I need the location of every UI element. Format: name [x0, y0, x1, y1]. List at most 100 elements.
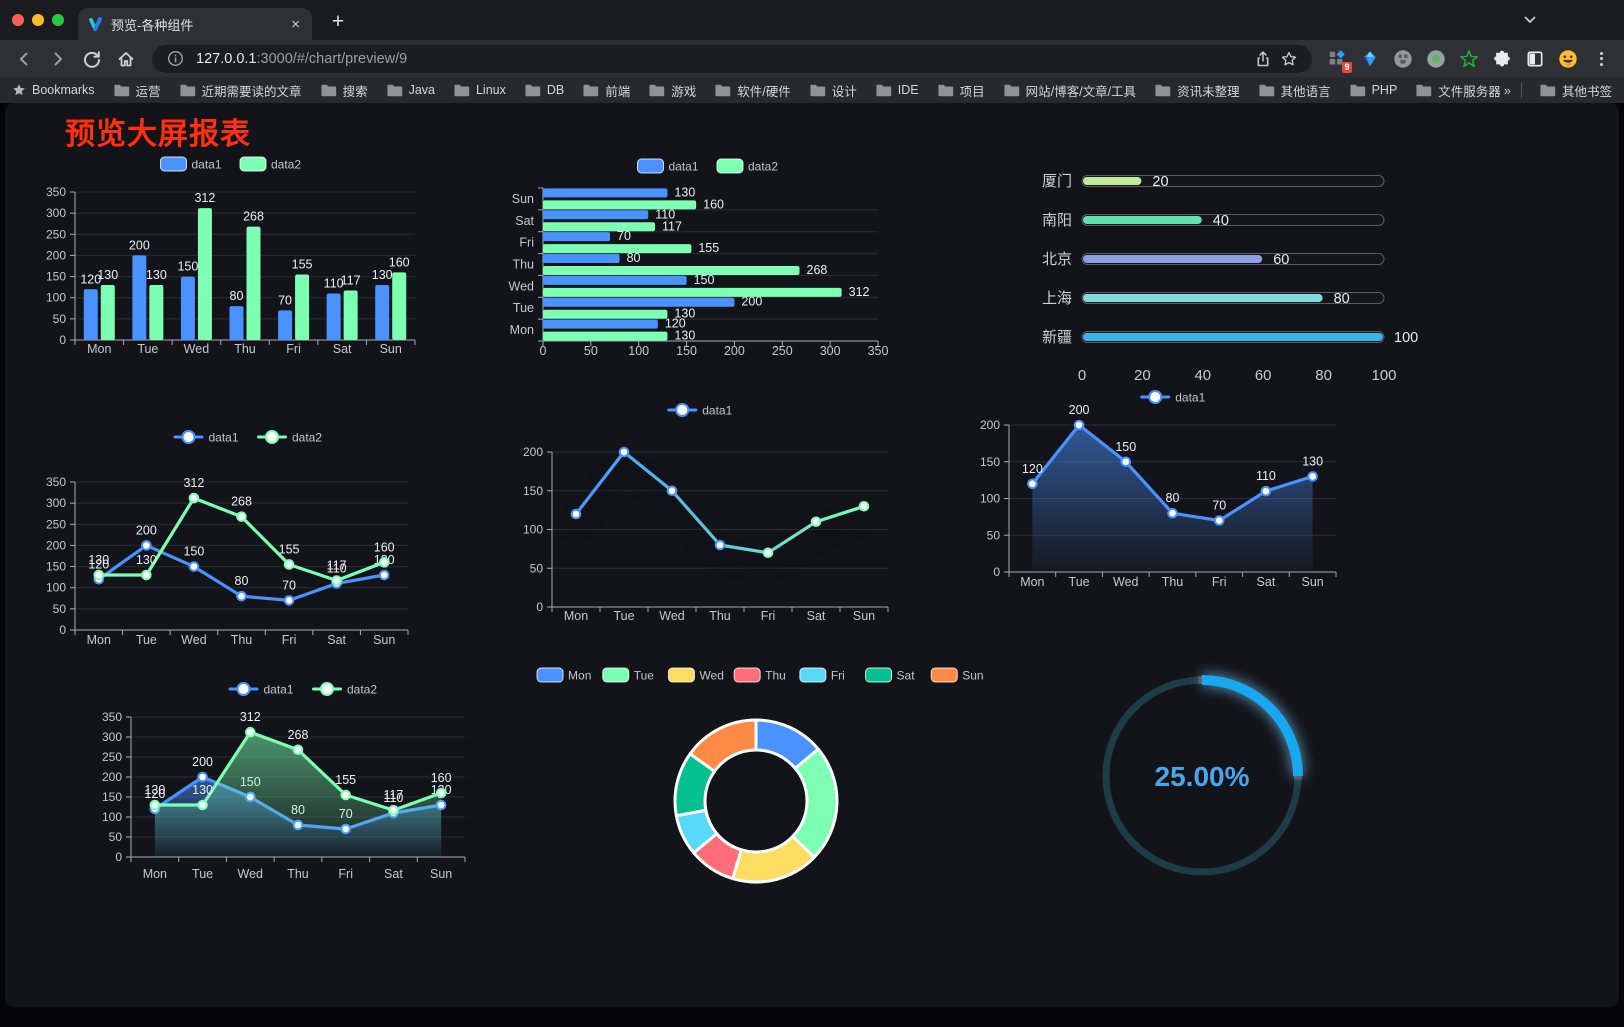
- folder-icon: [876, 84, 891, 96]
- svg-text:130: 130: [146, 268, 167, 282]
- bookmark-folder[interactable]: IDE: [876, 83, 919, 97]
- legend-item[interactable]: Sun: [930, 667, 984, 683]
- minimize-window-button[interactable]: [32, 14, 44, 26]
- legend-item[interactable]: Sat: [865, 667, 916, 683]
- reload-button[interactable]: [78, 45, 106, 73]
- legend-item[interactable]: Fri: [799, 667, 845, 683]
- legend-item[interactable]: data1: [1140, 390, 1206, 405]
- line-gradient-chart[interactable]: data1 0 50 100 150 200 Mon Tue Wed Thu Fri Sat Sun: [523, 403, 889, 624]
- svg-text:Mon: Mon: [568, 669, 591, 683]
- svg-text:40: 40: [1213, 213, 1229, 229]
- svg-text:Fri: Fri: [286, 342, 301, 356]
- legend-item[interactable]: data2: [716, 158, 778, 174]
- bar-grouped-chart[interactable]: data1 data2 0 50 100 150 200 250 300 350 Mon Tue Wed…: [46, 156, 416, 356]
- share-icon[interactable]: [1250, 46, 1276, 72]
- svg-text:312: 312: [240, 710, 261, 724]
- svg-text:Tue: Tue: [1069, 575, 1090, 589]
- bookmark-folder[interactable]: 近期需要读的文章: [179, 81, 302, 100]
- ext-grid-badge-icon[interactable]: 9: [1324, 46, 1352, 73]
- back-button[interactable]: [10, 45, 38, 73]
- tab-title: 预览-各种组件: [111, 17, 194, 33]
- legend-item[interactable]: data1: [228, 682, 294, 697]
- bookmarks-manager-item[interactable]: Bookmarks: [12, 83, 95, 97]
- svg-text:80: 80: [230, 289, 244, 303]
- bookmark-folder[interactable]: 文件服务器: [1416, 81, 1501, 100]
- svg-text:350: 350: [868, 344, 889, 358]
- svg-text:160: 160: [389, 255, 410, 269]
- legend-item[interactable]: data1: [160, 156, 222, 172]
- chevron-down-icon[interactable]: [1522, 12, 1538, 28]
- svg-text:Sat: Sat: [897, 669, 916, 683]
- bookmark-folder[interactable]: 游戏: [649, 81, 696, 100]
- area-two-series-chart[interactable]: data1 data2 0 50 100 150 200 250 300 350 Mon Tue Wed…: [102, 682, 466, 882]
- legend-item[interactable]: Mon: [536, 667, 591, 683]
- bookmark-folder[interactable]: 网站/博客/文章/工具: [1004, 81, 1136, 100]
- svg-text:Thu: Thu: [234, 342, 256, 356]
- zoom-window-button[interactable]: [52, 14, 64, 26]
- svg-text:150: 150: [46, 270, 66, 284]
- bookmark-folder[interactable]: DB: [525, 83, 564, 97]
- legend-item[interactable]: data2: [239, 156, 301, 172]
- bookmark-folder[interactable]: 运营: [113, 81, 161, 100]
- progress-chart[interactable]: 厦门 20 南阳 40 北京 60 上海 80 新疆 100 0 20 40 60 80 100: [1042, 173, 1418, 384]
- ext-gem-icon[interactable]: [1357, 46, 1383, 72]
- legend-item[interactable]: data2: [257, 430, 322, 445]
- new-tab-button[interactable]: +: [331, 10, 345, 33]
- menu-dots-icon[interactable]: [1588, 46, 1614, 72]
- donut-chart[interactable]: Mon Tue Wed Thu Fri Sat Sun: [536, 667, 984, 884]
- ext-record-dot-icon[interactable]: [1423, 46, 1449, 72]
- legend-item[interactable]: data1: [173, 430, 239, 445]
- legend-item[interactable]: Thu: [733, 667, 786, 683]
- bookmark-folder[interactable]: 资讯未整理: [1155, 81, 1240, 100]
- ext-monkey-icon[interactable]: [1390, 46, 1416, 72]
- bar-horizontal-chart[interactable]: data1 data2 0 50 100 150 200 250 300 350 Sun Sat Fri…: [509, 158, 889, 358]
- extensions-puzzle-icon[interactable]: [1489, 46, 1515, 72]
- svg-text:130: 130: [192, 783, 213, 797]
- area-single-chart[interactable]: data1 0 50 100 150 200 Mon Tue Wed Thu Fri Sat Sun 12…: [980, 390, 1337, 590]
- bookmark-folder[interactable]: 软件/硬件: [715, 81, 791, 100]
- site-info-icon[interactable]: [162, 46, 188, 72]
- svg-text:Sun: Sun: [962, 669, 983, 683]
- legend-item[interactable]: data2: [312, 682, 377, 697]
- line-two-series-chart[interactable]: data1 data2 0 50 100 150 200 250 300 350 Mon Tue Wed…: [46, 430, 409, 648]
- legend-item[interactable]: Wed: [667, 667, 724, 683]
- bookmark-folder[interactable]: Linux: [454, 83, 506, 97]
- bookmarks-overflow-chevron[interactable]: »: [1503, 82, 1511, 98]
- svg-text:130: 130: [97, 268, 118, 282]
- bookmark-folder[interactable]: PHP: [1350, 83, 1397, 97]
- ext-green-star-icon[interactable]: [1456, 46, 1482, 72]
- gauge-chart[interactable]: 25.00%: [1102, 675, 1303, 876]
- tab-close-icon[interactable]: ×: [291, 15, 300, 33]
- svg-text:北京: 北京: [1042, 251, 1072, 268]
- bookmark-folder[interactable]: Java: [387, 83, 435, 97]
- svg-text:Sun: Sun: [430, 867, 452, 881]
- bookmark-folder[interactable]: 项目: [938, 81, 985, 100]
- svg-text:200: 200: [136, 523, 157, 537]
- bookmark-folder[interactable]: 搜索: [321, 81, 368, 100]
- bookmark-folder[interactable]: 设计: [810, 81, 857, 100]
- svg-text:130: 130: [674, 307, 695, 321]
- home-button[interactable]: [112, 45, 140, 73]
- bookmarks-label: Bookmarks: [32, 83, 95, 97]
- legend-item[interactable]: data1: [637, 158, 699, 174]
- ext-emoji-icon[interactable]: [1555, 46, 1581, 72]
- legend-item[interactable]: Tue: [602, 667, 655, 683]
- bookmark-folder[interactable]: 前端: [583, 81, 630, 100]
- svg-text:Wed: Wed: [699, 669, 723, 683]
- browser-tab[interactable]: 预览-各种组件 ×: [78, 8, 312, 40]
- other-bookmarks-item[interactable]: 其他书签: [1520, 81, 1612, 100]
- bookmark-folder-label: 软件/硬件: [737, 84, 791, 99]
- legend-item[interactable]: data1: [667, 403, 733, 418]
- preview-card: 预览大屏报表 data1 data2 0 50 100 150 200 250 300 350 Mo…: [5, 103, 1619, 1007]
- bookmark-folder-label: Linux: [475, 83, 506, 97]
- address-bar[interactable]: 127.0.0.1:3000/#/chart/preview/9: [152, 44, 1312, 73]
- svg-text:110: 110: [383, 791, 403, 805]
- bookmark-star-icon[interactable]: [1276, 46, 1302, 72]
- svg-text:268: 268: [288, 728, 309, 742]
- close-window-button[interactable]: [12, 14, 24, 26]
- ext-contrast-icon[interactable]: [1522, 46, 1548, 72]
- forward-button[interactable]: [44, 45, 72, 73]
- svg-text:155: 155: [292, 257, 313, 271]
- bookmark-folder[interactable]: 其他语言: [1259, 81, 1331, 100]
- tab-favicon-icon: [89, 16, 102, 31]
